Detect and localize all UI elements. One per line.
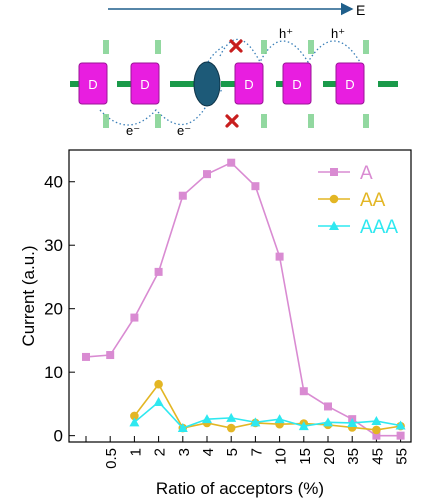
y-tick-label: 20 <box>44 300 63 319</box>
side-group-bottom-4 <box>308 114 314 128</box>
y-tick-label: 0 <box>54 427 63 446</box>
legend-marker <box>330 195 339 204</box>
donor-label: D <box>345 77 354 92</box>
data-point-AA <box>227 424 236 433</box>
x-tick-label: 0.5 <box>103 448 120 469</box>
x-tick-label: 3 <box>176 448 193 456</box>
legend-marker <box>330 168 338 176</box>
legend-label: AAA <box>360 217 398 238</box>
donor-label: D <box>88 77 97 92</box>
electron-label-1: e⁻ <box>126 123 140 138</box>
x-tick-label: 55 <box>394 448 411 465</box>
data-point-A <box>179 192 187 200</box>
donor-label: D <box>292 77 301 92</box>
donor-unit-4: D <box>283 63 311 104</box>
side-group-top-5 <box>363 40 369 54</box>
hole-label-2: h⁺ <box>331 26 345 41</box>
x-axis: 0.5 1 2 3 4 5 7 10 15 20 35 45 55 <box>86 436 411 469</box>
legend: AAAAAA <box>318 163 398 238</box>
data-point-A <box>397 432 405 440</box>
data-point-AAA <box>275 414 285 423</box>
legend-label: AA <box>360 190 386 211</box>
side-group-top-3 <box>261 40 267 54</box>
x-tick-label: 45 <box>369 448 386 465</box>
legend-item-AAA: AAA <box>318 217 398 238</box>
y-tick-label: 30 <box>44 236 63 255</box>
electron-label-2: e⁻ <box>177 123 191 138</box>
side-group-bottom-1 <box>103 114 109 128</box>
x-tick-label: 2 <box>152 448 169 456</box>
series-line-A <box>86 163 401 436</box>
donor-label: D <box>140 77 149 92</box>
data-point-A <box>251 182 259 190</box>
donor-unit-1: D <box>79 63 107 104</box>
data-point-AA <box>154 380 163 389</box>
side-group-bottom-5 <box>363 114 369 128</box>
x-tick-label: 1 <box>127 448 144 456</box>
electric-field-label: E <box>356 2 365 18</box>
x-tick-label: 10 <box>273 448 290 465</box>
backbone-segment-3 <box>170 81 194 87</box>
data-point-A <box>300 387 308 395</box>
hole-transport-path-start <box>208 46 224 62</box>
hole-label-1: h⁺ <box>279 26 293 41</box>
data-point-A <box>106 351 114 359</box>
donor-label: D <box>244 77 253 92</box>
data-point-AA <box>372 426 381 435</box>
data-point-A <box>82 353 90 361</box>
y-tick-label: 10 <box>44 363 63 382</box>
series-A <box>82 159 405 440</box>
data-point-A <box>203 170 211 178</box>
x-axis-title: Ratio of acceptors (%) <box>156 479 324 498</box>
y-axis-title: Current (a.u.) <box>19 245 38 346</box>
x-tick-label: 7 <box>248 448 265 456</box>
acceptor-unit <box>194 62 220 106</box>
donor-acceptor-schematic: E D D D D D h⁺ h⁺ e⁻ e⁻ <box>70 2 398 138</box>
data-point-A <box>227 159 235 167</box>
series-layer <box>82 159 406 440</box>
data-point-AAA <box>154 397 164 406</box>
side-group-top-1 <box>103 40 109 54</box>
y-tick-label: 40 <box>44 173 63 192</box>
data-point-A <box>324 402 332 410</box>
x-tick-label: 20 <box>321 448 338 465</box>
data-point-A <box>130 314 138 322</box>
side-group-top-2 <box>155 40 161 54</box>
x-tick-label: 5 <box>224 448 241 456</box>
side-group-bottom-3 <box>261 114 267 128</box>
donor-unit-2: D <box>131 63 159 104</box>
data-point-A <box>276 253 284 261</box>
side-group-top-4 <box>308 40 314 54</box>
blocked-hole-cross-icon <box>231 41 241 51</box>
backbone-segment-7 <box>378 81 398 87</box>
blocked-electron-cross-icon <box>227 116 237 126</box>
donor-unit-5: D <box>336 63 364 104</box>
x-tick-label: 35 <box>345 448 362 465</box>
side-group-bottom-2 <box>155 114 161 128</box>
x-tick-label: 4 <box>200 448 217 456</box>
data-point-A <box>155 268 163 276</box>
x-tick-label: 15 <box>297 448 314 465</box>
legend-label: A <box>360 163 373 184</box>
legend-item-A: A <box>318 163 373 184</box>
y-axis: 0 10 20 30 40 <box>44 173 75 446</box>
donor-unit-3: D <box>235 63 263 104</box>
legend-item-AA: AA <box>318 190 386 211</box>
